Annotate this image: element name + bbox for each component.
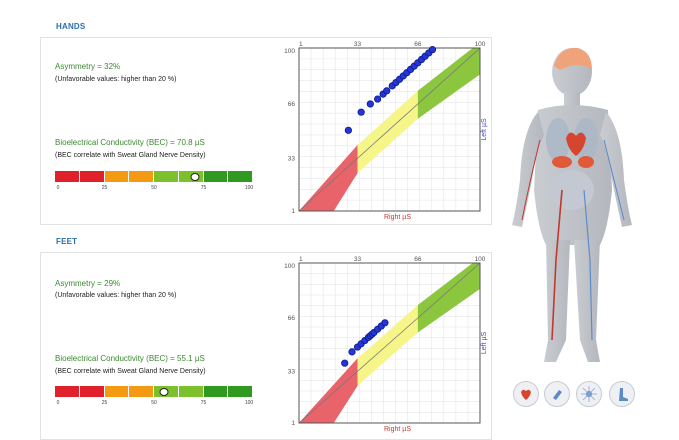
feet-zone-green-upper — [417, 263, 480, 306]
hands-data-point — [357, 108, 365, 116]
hands-scatter-chart: 1 33 66 100 100 66 33 1 Right µS Left µS — [284, 41, 488, 221]
hands-data-point — [374, 95, 382, 103]
hands-y-label: Left µS — [481, 118, 488, 141]
hands-scale-tick: 0 — [56, 185, 60, 191]
hands-scale-segment — [154, 171, 178, 182]
hands-title: HANDS — [56, 22, 86, 31]
feet-y-tick: 33 — [288, 368, 296, 375]
foot-icon[interactable] — [609, 381, 635, 407]
feet-y-tick: 1 — [291, 420, 295, 427]
hands-scale-segment — [178, 171, 203, 182]
feet-x-tick: 33 — [354, 256, 362, 263]
hands-scale-tick: 75 — [200, 185, 207, 191]
feet-x-tick: 100 — [475, 256, 486, 263]
feet-y-label: Left µS — [481, 332, 488, 355]
feet-bec-scale — [55, 386, 253, 398]
feet-scale-tick: 50 — [151, 400, 157, 406]
heart-icon[interactable] — [513, 381, 539, 407]
hands-y-tick: 1 — [291, 208, 295, 215]
feet-scale-segment — [203, 386, 228, 397]
feet-scale-segment — [55, 386, 79, 397]
hands-scale-segment — [104, 171, 129, 182]
feet-scale-segment — [129, 386, 153, 397]
feet-scale-tick: 0 — [56, 400, 60, 406]
hands-data-point — [344, 126, 352, 134]
feet-y-tick: 100 — [284, 263, 295, 270]
feet-data-point — [381, 319, 389, 327]
feet-scale-marker — [159, 388, 169, 396]
feet-diagonal — [298, 262, 481, 424]
hands-zone-green-upper — [417, 48, 480, 91]
hands-scale-tick: 50 — [151, 185, 157, 191]
hands-scale-tick: 100 — [244, 185, 254, 191]
hand-icon[interactable] — [544, 381, 570, 407]
hands-y-tick: 100 — [284, 48, 295, 55]
hands-bec-scale — [55, 171, 253, 183]
hands-scale-segment — [203, 171, 228, 182]
hands-scale-segment — [228, 171, 252, 182]
feet-scale-tick: 75 — [200, 400, 207, 406]
feet-plot-frame — [298, 262, 481, 424]
feet-bec-value: Bioelectrical Conductivity (BEC) = 55.1 … — [55, 354, 205, 363]
hands-zone-yellow — [357, 90, 418, 174]
feet-scale-tick: 100 — [244, 400, 254, 406]
hands-bec-note: (BEC correlate with Sweat Gland Nerve De… — [55, 152, 206, 159]
feet-scale-segment — [228, 386, 252, 397]
hands-y-tick: 66 — [288, 101, 296, 108]
feet-data-point — [341, 359, 349, 367]
feet-title: FEET — [56, 237, 78, 246]
feet-x-tick: 1 — [299, 256, 303, 263]
hands-scale-tick: 25 — [101, 185, 108, 191]
hands-plot-frame — [298, 47, 481, 212]
feet-x-tick: 66 — [414, 256, 422, 263]
feet-bec-note: (BEC correlate with Sweat Gland Nerve De… — [55, 368, 206, 375]
hands-diagonal — [298, 47, 481, 212]
nerve-icon[interactable] — [576, 381, 602, 407]
hands-scale-segment — [129, 171, 153, 182]
hands-scale-segment — [79, 171, 104, 182]
hands-asymmetry: Asymmetry = 32% — [55, 62, 121, 71]
hands-data-point — [366, 100, 374, 108]
hands-x-label: Right µS — [384, 214, 411, 221]
hands-zone-red-lower — [299, 145, 358, 211]
feet-zone-yellow — [357, 305, 418, 386]
feet-scale-segment — [104, 386, 129, 397]
feet-unfavorable-note: (Unfavorable values: higher than 20 %) — [55, 292, 177, 299]
feet-scale-tick: 25 — [101, 400, 108, 406]
feet-asymmetry: Asymmetry = 29% — [55, 279, 121, 288]
hands-data-point — [383, 87, 391, 95]
feet-data-point — [348, 348, 356, 356]
hands-unfavorable-note: (Unfavorable values: higher than 20 %) — [55, 76, 177, 83]
feet-scale-segment — [79, 386, 104, 397]
hands-x-tick: 100 — [475, 41, 486, 48]
hands-bec-value: Bioelectrical Conductivity (BEC) = 70.8 … — [55, 138, 205, 147]
hands-x-tick: 66 — [414, 41, 422, 48]
feet-x-label: Right µS — [384, 426, 411, 433]
hands-y-tick: 33 — [288, 155, 296, 162]
feet-scale-segment — [178, 386, 203, 397]
feet-y-tick: 66 — [288, 315, 296, 322]
hands-x-tick: 1 — [299, 41, 303, 48]
hands-scale-segment — [55, 171, 79, 182]
feet-scatter-chart: 1 33 66 100 100 66 33 1 Right µS Left µS — [284, 256, 488, 433]
hands-x-tick: 33 — [354, 41, 362, 48]
body-illustration — [512, 47, 632, 362]
hands-data-point — [428, 46, 437, 54]
hands-scale-marker — [190, 173, 200, 181]
